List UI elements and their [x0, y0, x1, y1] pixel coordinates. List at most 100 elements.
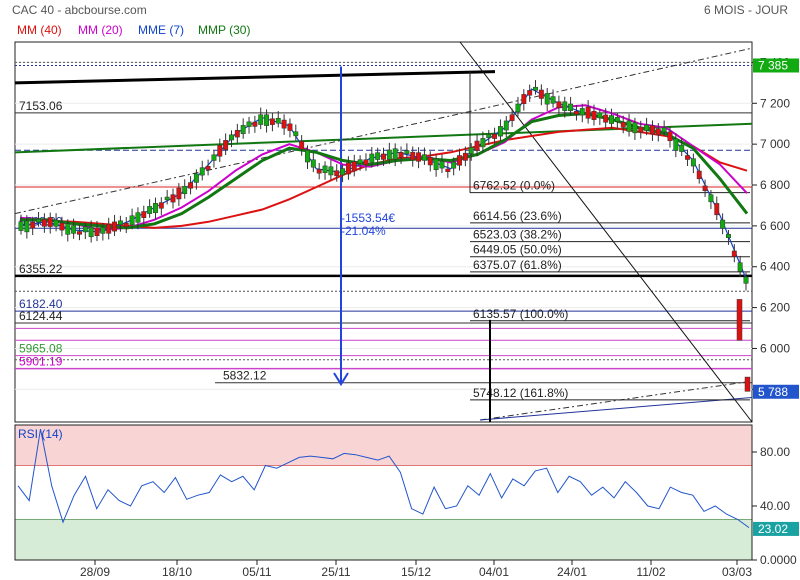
- candle-body: [246, 121, 252, 127]
- level-label: 6182.40: [19, 297, 63, 311]
- candle-body: [462, 152, 468, 161]
- fib-label: 5748.12 (161.8%): [473, 386, 568, 400]
- candle-body: [123, 222, 129, 227]
- candle-body: [77, 231, 82, 235]
- drop-amount: -1553.54€: [341, 211, 395, 225]
- last-price-2: 5 788: [758, 385, 788, 399]
- fib-label: 6523.03 (38.2%): [473, 228, 562, 242]
- candle-body: [492, 133, 498, 139]
- candle-body: [690, 158, 696, 167]
- candle-body: [736, 299, 743, 341]
- last-price-badge: [753, 58, 799, 73]
- x-tick-label: 24/01: [557, 565, 587, 579]
- candle-body: [293, 131, 299, 137]
- x-tick-label: 05/11: [242, 565, 271, 579]
- candle-body: [708, 194, 714, 203]
- y-tick-label: 7 000: [760, 137, 790, 151]
- candle-body: [363, 159, 369, 165]
- fib-label: 6762.52 (0.0%): [473, 179, 555, 193]
- candle-body: [614, 117, 620, 122]
- candle-body: [568, 103, 574, 111]
- candle-body: [135, 212, 141, 223]
- candle-body: [299, 140, 305, 150]
- rsi-tick-label: 40.00: [760, 499, 790, 513]
- candle-body: [433, 158, 439, 171]
- candle-body: [357, 159, 363, 164]
- x-tick-label: 18/10: [162, 565, 192, 579]
- candle-body: [345, 162, 351, 175]
- candle-body: [679, 144, 685, 152]
- candle-body: [421, 154, 427, 161]
- level-label: 6355.22: [19, 262, 63, 276]
- candle-body: [264, 114, 270, 126]
- candle-body: [223, 140, 229, 150]
- y-tick-label: 6 000: [760, 341, 790, 355]
- fan-line: [459, 41, 753, 423]
- lower-blue-line: [479, 396, 753, 421]
- candle-body: [603, 114, 609, 123]
- candle-body: [550, 96, 556, 104]
- candle-body: [147, 206, 153, 214]
- candle-body: [597, 112, 603, 119]
- chart-title: CAC 40 - abcbourse.com: [12, 3, 147, 17]
- candle-body: [229, 134, 234, 141]
- level-label: 6124.44: [19, 309, 63, 323]
- drop-arrow-head: [333, 372, 349, 387]
- candle-body: [585, 106, 591, 119]
- candle-body: [94, 227, 100, 236]
- y-tick-label: 6 400: [760, 260, 790, 274]
- candle-body: [392, 148, 398, 160]
- candle-body: [305, 150, 310, 163]
- candle-body: [427, 157, 433, 166]
- candle-body: [217, 145, 223, 157]
- drop-percent: -21.04%: [341, 224, 386, 238]
- candle-body: [240, 125, 246, 135]
- x-tick-label: 15/12: [401, 565, 431, 579]
- rsi-tick-label: 80.00: [760, 445, 790, 459]
- fib-label: 6375.07 (61.8%): [473, 258, 562, 272]
- rsi-line: [17, 429, 750, 529]
- candle-body: [88, 226, 94, 238]
- legend-mme7: MME (7): [138, 23, 184, 37]
- candle-body: [211, 154, 217, 161]
- candle-body: [340, 168, 346, 176]
- candle-body: [644, 124, 650, 131]
- candle-body: [375, 152, 381, 160]
- rsi-tick-label: 0.0000: [760, 553, 797, 567]
- candle-body: [351, 161, 357, 172]
- x-tick-label: 04/01: [479, 565, 509, 579]
- last-price-badge-2: [753, 384, 799, 399]
- x-tick-label: 11/02: [636, 565, 665, 579]
- lower-channel: [479, 380, 753, 421]
- candle-body: [638, 126, 644, 133]
- candle-body: [626, 120, 632, 132]
- candle-body: [100, 227, 106, 234]
- candle-body: [714, 203, 720, 216]
- x-tick-label: 03/03: [722, 565, 752, 579]
- candle-body: [30, 221, 36, 229]
- candle-body: [199, 167, 205, 176]
- candle-body: [667, 131, 673, 142]
- y-tick-label: 6 200: [760, 301, 790, 315]
- candle-body: [65, 223, 71, 235]
- candle-body: [106, 223, 112, 234]
- candle-body: [53, 219, 59, 227]
- candle-body: [696, 170, 702, 180]
- fib-label: 6614.56 (23.6%): [473, 209, 562, 223]
- legend-mm20: MM (20): [78, 23, 123, 37]
- rsi-overbought-zone: [15, 425, 752, 466]
- candle-body: [562, 101, 568, 111]
- candle-body: [82, 226, 88, 233]
- candle-body: [685, 155, 690, 160]
- candle-body: [650, 125, 655, 135]
- candle-body: [193, 173, 199, 183]
- candle-body: [182, 186, 188, 195]
- legend-mm40: MM (40): [17, 23, 62, 37]
- candle-body: [153, 203, 158, 214]
- candle-body: [632, 122, 638, 134]
- candle-body: [673, 138, 679, 151]
- candle-body: [188, 182, 194, 189]
- candle-body: [573, 110, 579, 115]
- candle-body: [743, 276, 749, 284]
- level-label: 5832.12: [223, 369, 267, 383]
